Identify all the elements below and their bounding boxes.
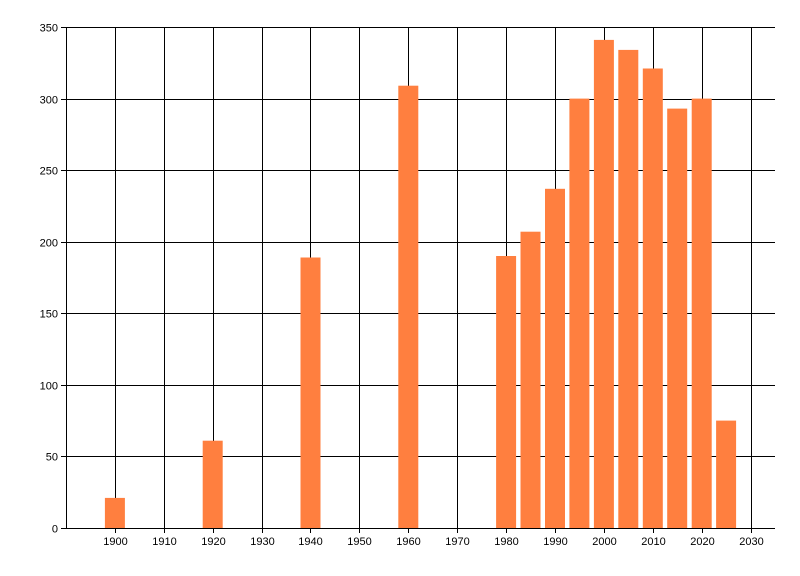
x-tick-label: 1990	[543, 536, 567, 548]
bar	[667, 108, 688, 528]
axes	[61, 27, 775, 533]
bar	[618, 49, 639, 529]
x-tick-label: 1970	[445, 536, 469, 548]
x-tick-label: 1900	[103, 536, 127, 548]
y-tick-label: 150	[40, 309, 58, 321]
y-tick-label: 50	[46, 452, 58, 464]
bar	[642, 68, 663, 528]
x-tick-label: 1960	[396, 536, 420, 548]
x-tick-label: 2020	[690, 536, 714, 548]
bar	[569, 98, 590, 528]
y-tick-label: 200	[40, 238, 58, 250]
bar	[545, 188, 565, 529]
bar	[104, 497, 125, 528]
x-tick-label: 1980	[494, 536, 518, 548]
tick-labels: 0 50 100 150 200 250 300 350 1900 1910 1920 1930 194…	[40, 23, 764, 549]
bars	[104, 39, 737, 529]
x-tick-label: 1920	[201, 536, 225, 548]
y-tick-label: 250	[40, 166, 58, 178]
bar	[398, 85, 419, 528]
x-tick-label: 2030	[739, 536, 763, 548]
y-tick-label: 100	[40, 381, 58, 393]
bar	[691, 98, 712, 528]
x-tick-label: 1940	[298, 536, 322, 548]
y-tick-label: 350	[40, 23, 58, 35]
y-tick-label: 300	[40, 95, 58, 107]
x-tick-label: 1930	[250, 536, 274, 548]
bar	[716, 420, 737, 528]
x-tick-label: 1910	[152, 536, 176, 548]
x-tick-label: 2010	[641, 536, 665, 548]
bar	[300, 257, 321, 528]
x-tick-label: 1950	[347, 536, 371, 548]
bar	[496, 256, 517, 528]
bar	[520, 231, 541, 528]
bar	[202, 440, 223, 528]
y-tick-label: 0	[52, 524, 58, 536]
bar	[593, 39, 614, 529]
x-tick-label: 2000	[592, 536, 616, 548]
